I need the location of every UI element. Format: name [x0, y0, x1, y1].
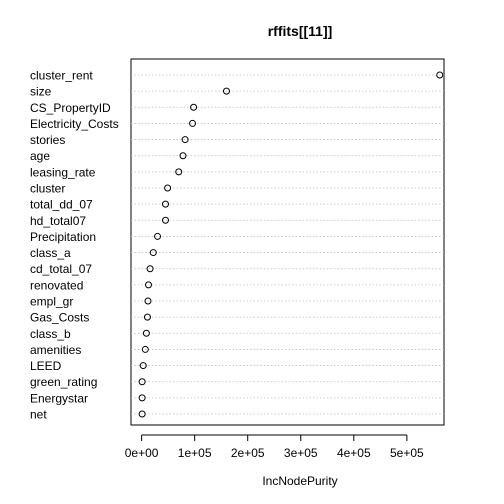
x-tick-label: 1e+05 [178, 446, 212, 460]
category-label: hd_total07 [30, 214, 86, 228]
category-label: cd_total_07 [30, 262, 92, 276]
category-label: CS_PropertyID [30, 101, 111, 115]
x-tick-label: 0e+00 [125, 446, 159, 460]
data-point [189, 119, 197, 127]
data-point [138, 410, 146, 418]
data-point [222, 87, 230, 95]
data-point [144, 297, 152, 305]
x-tick-label: 3e+05 [284, 446, 318, 460]
category-label: empl_gr [30, 295, 73, 309]
category-label: cluster_rent [30, 69, 93, 83]
category-label: renovated [30, 278, 83, 292]
category-label: Energystar [30, 391, 88, 405]
data-point [139, 362, 147, 370]
data-point [149, 249, 157, 257]
category-label: Gas_Costs [30, 311, 89, 325]
category-label: cluster [30, 182, 65, 196]
data-point [138, 394, 146, 402]
x-tick-label: 2e+05 [231, 446, 265, 460]
points-layer [138, 71, 444, 418]
x-tick-label: 4e+05 [337, 446, 371, 460]
category-label: net [30, 408, 47, 422]
category-label: leasing_rate [30, 165, 96, 179]
data-point [179, 152, 187, 160]
data-point [143, 313, 151, 321]
data-point [161, 200, 169, 208]
x-axis-label: IncNodePurity [262, 474, 337, 488]
category-label: amenities [30, 343, 81, 357]
category-label: age [30, 149, 50, 163]
data-point [146, 265, 154, 273]
category-label: class_a [30, 246, 71, 260]
category-label: class_b [30, 327, 71, 341]
category-label: Precipitation [30, 230, 96, 244]
plot-frame [130, 58, 445, 426]
category-label: green_rating [30, 375, 97, 389]
data-point [164, 184, 172, 192]
data-point [142, 329, 150, 337]
category-label: size [30, 85, 52, 99]
data-point [138, 378, 146, 386]
category-label: stories [30, 133, 65, 147]
category-label: LEED [30, 359, 62, 373]
x-axis: 0e+00 1e+05 2e+05 3e+05 4e+05 5e+05 [125, 434, 424, 460]
data-point [175, 168, 183, 176]
data-point [141, 345, 149, 353]
data-point [154, 232, 162, 240]
category-label: total_dd_07 [30, 198, 93, 212]
data-point [181, 136, 189, 144]
grid-layer [131, 74, 444, 415]
data-point [190, 103, 198, 111]
data-point [436, 71, 444, 79]
data-point [145, 281, 153, 289]
chart-title: rffits[[11]] [268, 23, 333, 39]
category-label: Electricity_Costs [30, 117, 119, 131]
data-point [161, 216, 169, 224]
x-tick-label: 5e+05 [390, 446, 424, 460]
